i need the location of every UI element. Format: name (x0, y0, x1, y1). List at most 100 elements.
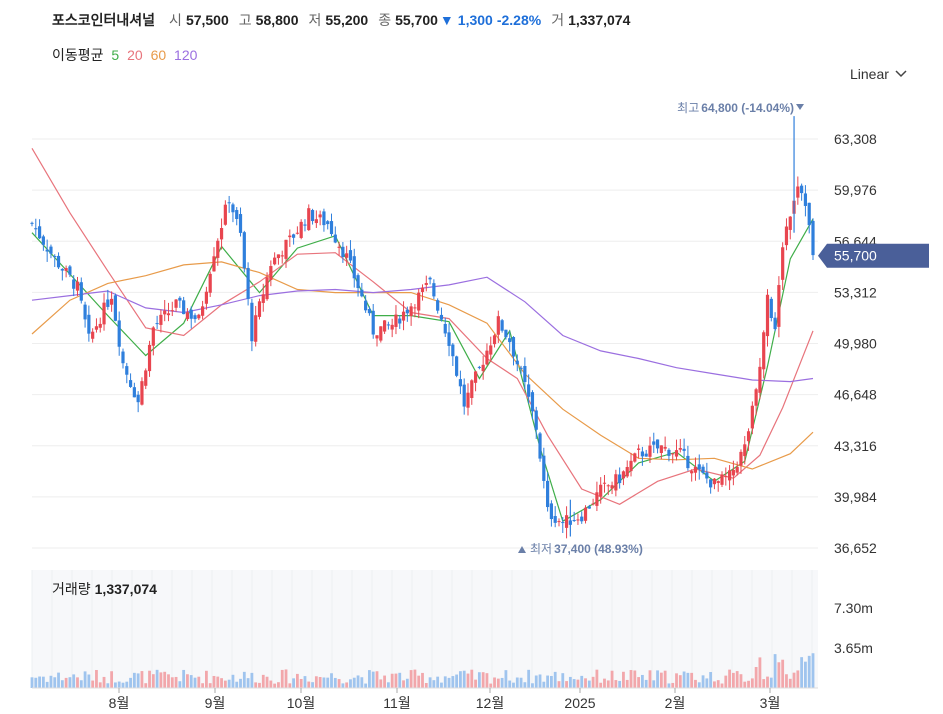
volume-panel-title: 거래량 (52, 581, 91, 597)
candle (53, 254, 57, 268)
candle-body (170, 310, 174, 312)
candle (318, 210, 322, 226)
candle-body (610, 485, 614, 489)
volume-bar (773, 654, 777, 688)
volume-bar (250, 672, 254, 688)
candle-body (79, 282, 83, 301)
close-label: 종 (378, 12, 392, 28)
candle (382, 320, 387, 334)
candle-body (64, 268, 68, 271)
candle (542, 447, 546, 489)
candle (682, 438, 686, 458)
volume-bar (766, 676, 769, 688)
volume-bar (303, 676, 307, 688)
candle-body (242, 232, 246, 269)
volume-bar (462, 670, 466, 688)
candle-body (413, 307, 417, 309)
candle-body (273, 257, 277, 265)
candle (674, 439, 679, 461)
candle (508, 331, 512, 352)
volume-bar (455, 674, 459, 688)
volume-bar (750, 678, 754, 688)
candle (261, 283, 265, 312)
volume-panel-label: 거래량 1,337,074 (52, 579, 157, 599)
low-marker-icon (518, 546, 526, 553)
candle (132, 382, 136, 398)
candle-body (618, 474, 622, 484)
candle (485, 343, 489, 366)
low-value: 55,200 (325, 12, 369, 28)
volume-bar (386, 682, 390, 688)
ma-legend-5[interactable]: 5 (111, 47, 120, 63)
ma-legend-20[interactable]: 20 (127, 47, 143, 63)
volume-bar (697, 682, 701, 688)
candle (128, 373, 133, 388)
volume-bar (640, 674, 644, 688)
volume-bar (201, 683, 205, 688)
candle-body (121, 351, 125, 364)
ma-legend-120[interactable]: 120 (174, 47, 198, 63)
candle-body (629, 460, 633, 472)
volume-bar (364, 683, 368, 688)
candle (447, 323, 451, 357)
volume-bar (606, 680, 610, 688)
candle (538, 431, 542, 462)
candle-body (49, 246, 53, 254)
candle (595, 481, 599, 512)
volume-bar (170, 677, 174, 688)
candle (182, 296, 186, 315)
volume-bar (159, 672, 163, 688)
volume-bar (235, 681, 239, 688)
volume-bar (644, 679, 648, 688)
candle (777, 276, 781, 338)
volume-bar (144, 683, 148, 688)
candle-body (621, 471, 626, 479)
candle-body (288, 235, 292, 238)
candle (136, 391, 140, 413)
high-annotation: 최고 64,800 (-14.04%) (677, 101, 794, 115)
candle (701, 464, 705, 475)
candle (765, 289, 770, 347)
candle (106, 289, 110, 310)
candle (492, 334, 497, 348)
time-tick-label: 11월 (383, 695, 410, 711)
volume-bar (204, 670, 208, 688)
low-label: 저 (308, 12, 322, 28)
volume-bar (785, 674, 788, 688)
volume-bar (38, 676, 41, 688)
scale-selector[interactable]: Linear (850, 66, 907, 82)
candle-body (140, 381, 144, 405)
volume-bar (98, 682, 102, 688)
volume-bar (686, 672, 690, 688)
volume-bar (470, 669, 474, 688)
volume-bar (489, 683, 493, 688)
candle (151, 326, 155, 356)
change-percent: -2.28% (496, 12, 542, 28)
candle (140, 377, 144, 406)
candle (170, 301, 174, 317)
price-axis: 63,30859,97656,64453,31249,98046,64843,3… (834, 131, 877, 556)
candle (235, 207, 239, 226)
candle-body (481, 364, 485, 372)
candle-body (716, 481, 720, 483)
volume-bar (53, 677, 57, 688)
candle-body (727, 470, 732, 481)
volume-bar (538, 674, 542, 688)
candle (250, 298, 254, 352)
candle (413, 304, 417, 318)
candle (356, 273, 360, 297)
candle (727, 465, 732, 490)
candle-body (254, 315, 258, 342)
candle-body (754, 389, 758, 406)
volume-bar (576, 679, 580, 688)
candle-body (659, 445, 663, 453)
candle (364, 295, 368, 313)
volume-bar (633, 670, 637, 688)
volume-bar (671, 682, 675, 688)
candle (91, 328, 95, 343)
chevron-down-icon (895, 70, 907, 78)
candle (697, 454, 701, 480)
candle-body (731, 469, 735, 476)
ma-legend-60[interactable]: 60 (150, 47, 167, 63)
